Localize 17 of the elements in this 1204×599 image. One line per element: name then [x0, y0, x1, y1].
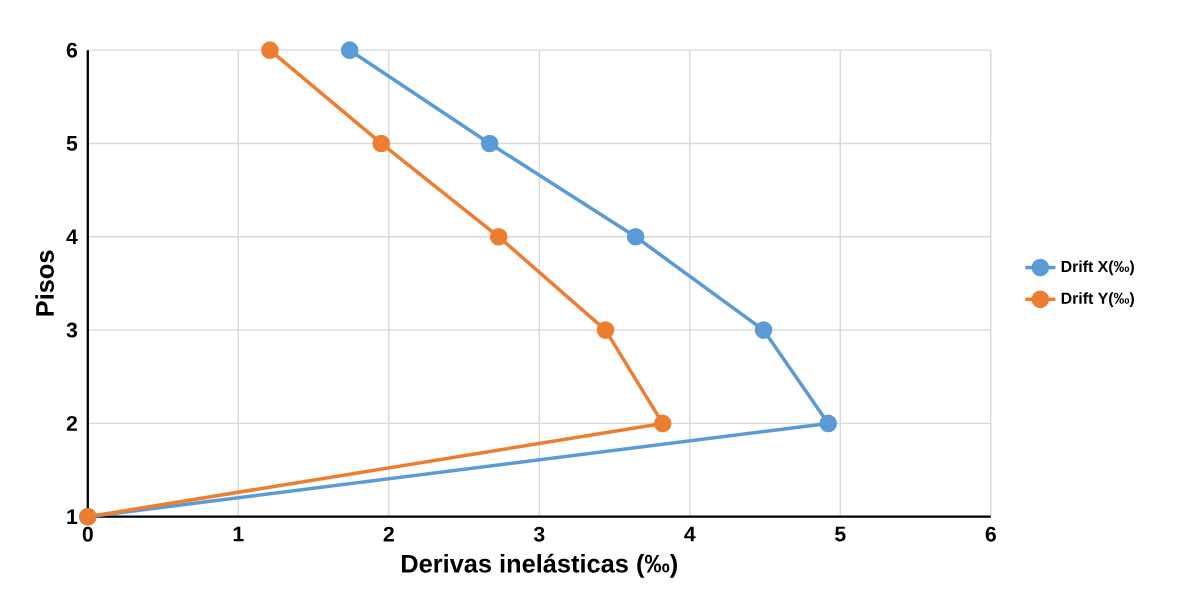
- x-tick-label: 1: [233, 526, 244, 542]
- x-tick-label: 4: [684, 526, 696, 542]
- y-tick-label: 2: [66, 415, 77, 431]
- x-axis-title: Derivas inelásticas (‰): [401, 553, 677, 578]
- y-tick-label: 6: [66, 42, 78, 58]
- x-tick-label: 6: [985, 526, 996, 542]
- legend-label: Drift X(‰): [1061, 260, 1134, 276]
- x-tick-label: 3: [533, 526, 545, 542]
- y-tick-label: 1: [67, 509, 78, 524]
- y-tick-label: 5: [66, 135, 78, 151]
- x-tick-label: 5: [835, 526, 846, 542]
- x-tick-label: 0: [82, 526, 93, 542]
- x-tick-label: 2: [383, 526, 394, 542]
- legend-label: Drift Y(‰): [1061, 292, 1134, 307]
- y-tick-label: 3: [66, 322, 78, 338]
- y-tick-label: 4: [66, 229, 78, 244]
- y-axis-title: Pisos: [35, 250, 54, 316]
